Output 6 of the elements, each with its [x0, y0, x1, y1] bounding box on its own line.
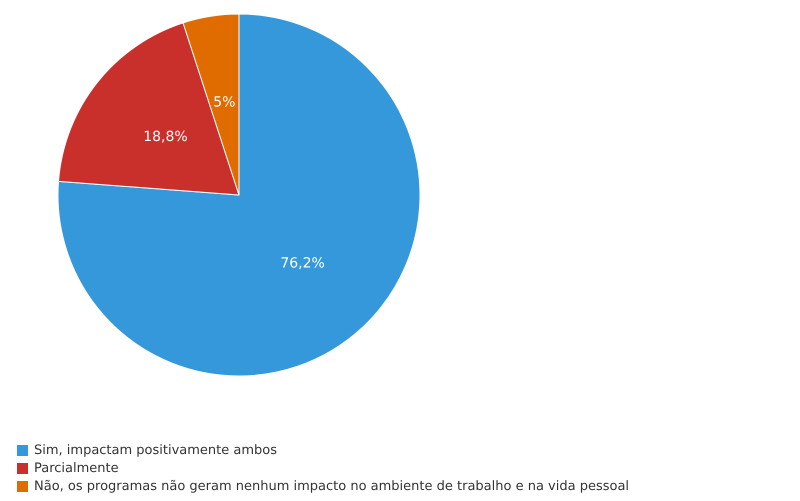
data-label: 5% — [213, 94, 236, 111]
legend-label: Sim, impactam positivamente ambos — [34, 443, 278, 458]
data-label: 18,8% — [143, 129, 188, 146]
legend-label: Parcialmente — [34, 461, 119, 476]
data-label: 76,2% — [280, 256, 325, 272]
legend-label: Não, os programas não geram nenhum impacto no ambiente de trabalho e na vida pessoal — [34, 479, 630, 494]
